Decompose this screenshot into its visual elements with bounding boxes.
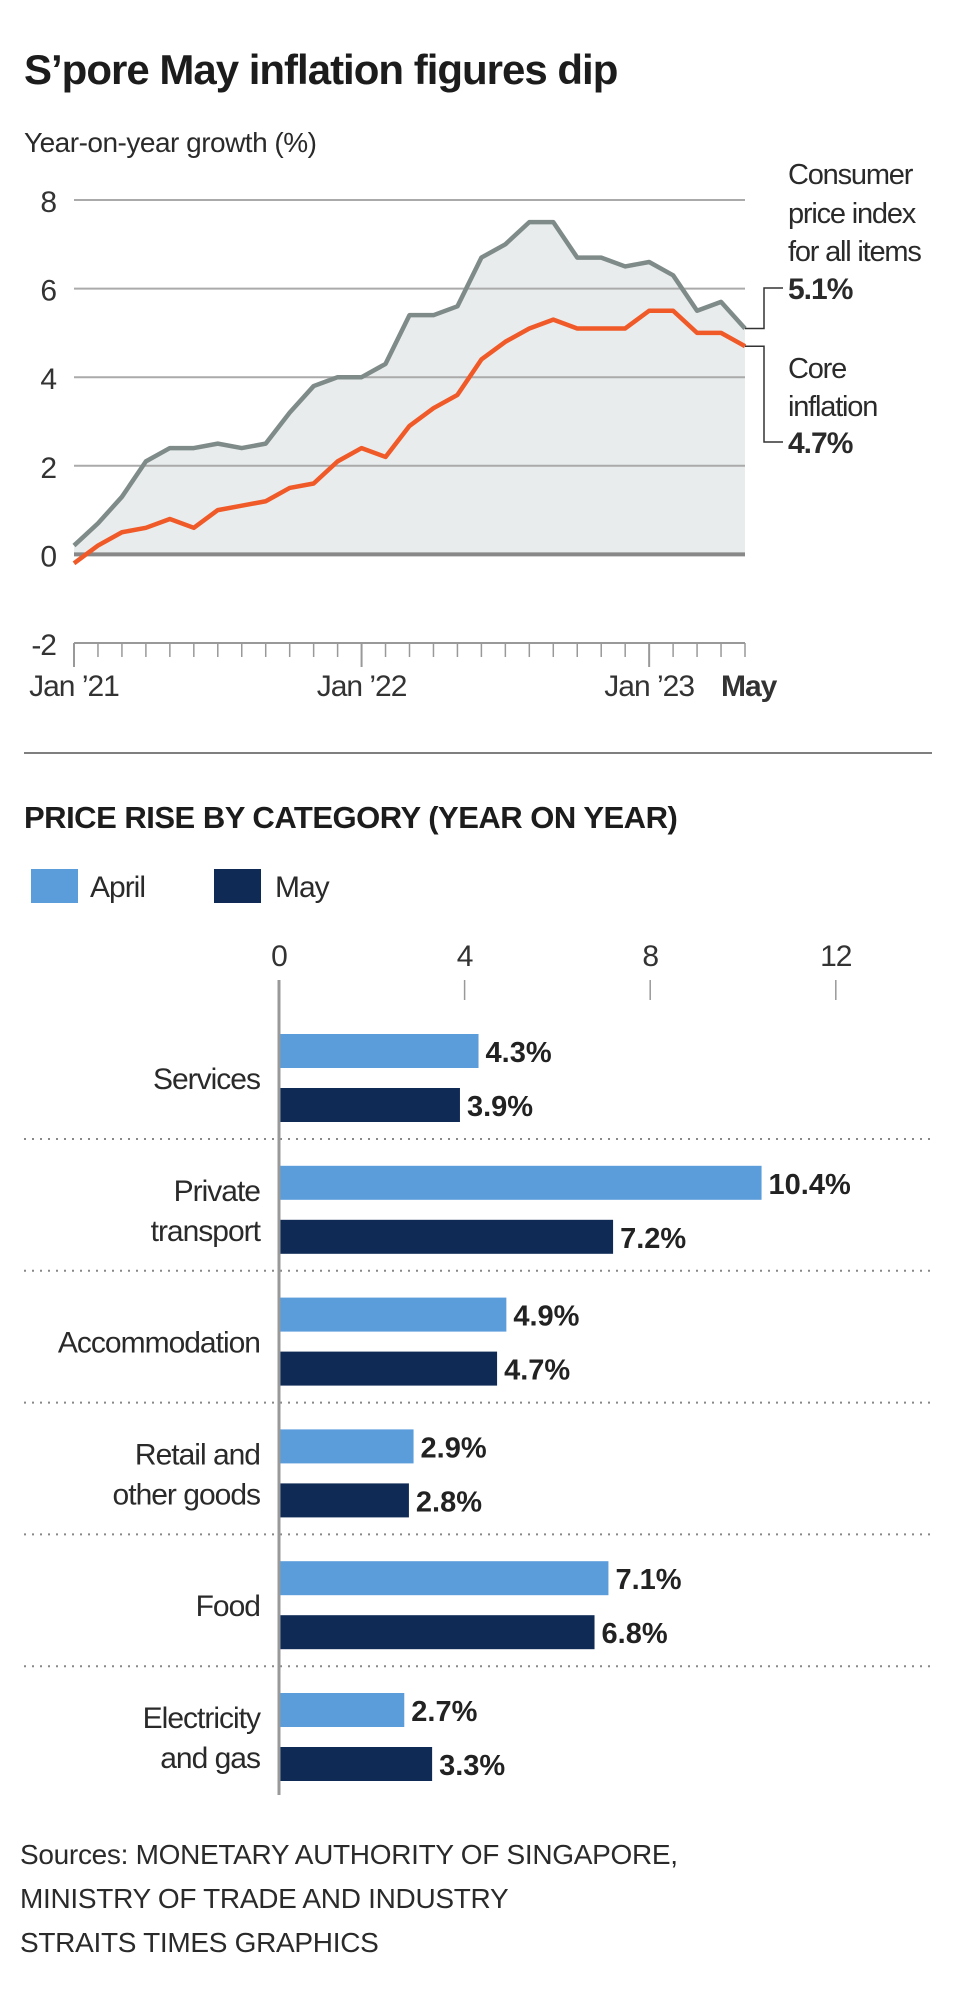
x-tick-label: 12	[820, 940, 852, 973]
bar-value-label: 10.4%	[769, 1169, 851, 1201]
legend-label-may: May	[275, 871, 330, 904]
core-leader-line	[745, 345, 783, 443]
x-tick-label: Jan ’21	[29, 670, 119, 703]
cpi-leader-line	[745, 287, 783, 330]
bar-april	[279, 1165, 762, 1200]
x-tick-label: 8	[642, 940, 658, 973]
cpi-area	[74, 222, 745, 555]
category-label: and gas	[160, 1742, 260, 1775]
source-line-1: Sources: MONETARY AUTHORITY OF SINGAPORE…	[20, 1839, 678, 1870]
legend-swatch-april	[31, 869, 78, 903]
bar-april	[279, 1561, 609, 1596]
bar-value-label: 4.7%	[504, 1355, 570, 1387]
bar-value-label: 3.3%	[439, 1750, 505, 1782]
category-label: Food	[196, 1590, 260, 1623]
bar-april	[279, 1693, 405, 1727]
bar-value-label: 4.3%	[486, 1037, 552, 1069]
y-tick-label: 4	[40, 363, 56, 396]
core-series-label: Core	[788, 353, 846, 385]
bar-may	[279, 1219, 614, 1254]
source-line-2: MINISTRY OF TRADE AND INDUSTRY	[20, 1883, 509, 1914]
y-tick-label: 6	[40, 275, 56, 308]
category-label: Retail and	[135, 1438, 260, 1471]
line-chart: 8 6 4 2 0 -2 Jan ’21 Jan ’22 Jan ’23 May Consumer p…	[29, 159, 922, 703]
category-label: other goods	[113, 1478, 260, 1511]
bar-value-label: 3.9%	[467, 1091, 533, 1123]
legend-swatch-may	[214, 869, 261, 903]
y-tick-label: -2	[31, 629, 56, 662]
cpi-series-label: Consumer	[788, 159, 914, 191]
bar-april	[279, 1429, 414, 1464]
bar-may	[279, 1747, 433, 1781]
core-inflation-line	[72, 308, 747, 566]
x-tick-label: Jan ’22	[317, 670, 407, 703]
x-tick-label: 4	[457, 940, 473, 973]
x-tick-label: 0	[271, 940, 287, 973]
bar-may	[279, 1483, 409, 1518]
legend-label-april: April	[90, 871, 145, 904]
category-label: transport	[151, 1215, 262, 1248]
bar-value-label: 7.2%	[620, 1223, 686, 1255]
cpi-line	[72, 219, 747, 548]
x-tick-label: Jan ’23	[604, 670, 694, 703]
bar-value-label: 4.9%	[513, 1301, 579, 1333]
category-label: Electricity	[143, 1702, 261, 1735]
bar-chart-title: PRICE RISE BY CATEGORY (YEAR ON YEAR)	[24, 800, 677, 835]
bar-chart: 0 4 8 12 4.3% 3.9% Services 10.4% 7.2% Private tra…	[24, 940, 932, 1795]
y-tick-label: 8	[40, 186, 56, 219]
x-tick-label: May	[721, 670, 778, 703]
core-series-label: inflation	[788, 391, 877, 423]
bar-may	[279, 1615, 595, 1650]
bar-april	[279, 1297, 507, 1332]
bar-april	[279, 1034, 479, 1068]
category-label: Accommodation	[58, 1327, 260, 1360]
line-chart-ylabel: Year-on-year growth (%)	[24, 127, 316, 158]
bar-value-label: 7.1%	[615, 1564, 681, 1596]
cpi-series-label: price index	[788, 198, 917, 230]
y-tick-label: 0	[40, 540, 56, 573]
source-line-3: STRAITS TIMES GRAPHICS	[20, 1927, 379, 1958]
bar-value-label: 6.8%	[602, 1618, 668, 1650]
y-tick-label: 2	[40, 452, 56, 485]
category-label: Private	[174, 1175, 261, 1208]
page-title: S’pore May inflation figures dip	[24, 46, 617, 93]
cpi-series-label: for all items	[788, 236, 921, 268]
bar-may	[279, 1088, 460, 1122]
legend: April May	[31, 869, 331, 904]
bar-may	[279, 1351, 498, 1386]
core-end-value: 4.7%	[788, 427, 853, 460]
cpi-end-value: 5.1%	[788, 273, 853, 306]
bar-value-label: 2.7%	[411, 1696, 477, 1728]
bar-value-label: 2.9%	[421, 1432, 487, 1464]
bar-value-label: 2.8%	[416, 1486, 482, 1518]
category-label: Services	[153, 1063, 260, 1096]
